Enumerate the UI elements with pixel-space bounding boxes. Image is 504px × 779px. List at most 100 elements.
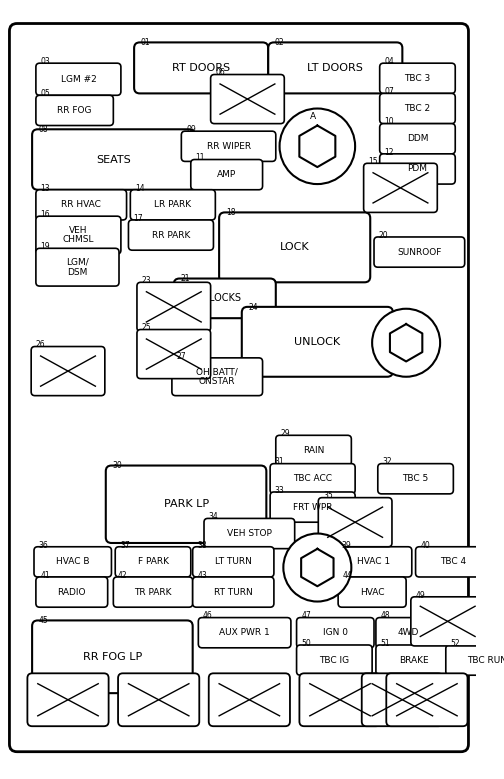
FancyBboxPatch shape [242,307,393,377]
Text: 43: 43 [198,571,207,580]
Text: 02: 02 [275,38,284,47]
Text: RR FOG: RR FOG [57,106,92,115]
Text: TBC ACC: TBC ACC [293,474,332,483]
Text: AMP: AMP [217,170,236,179]
Text: 42: 42 [118,571,128,580]
FancyBboxPatch shape [181,131,276,161]
FancyBboxPatch shape [174,279,276,318]
FancyBboxPatch shape [211,75,284,124]
Text: RADIO: RADIO [57,587,86,597]
FancyBboxPatch shape [362,673,443,726]
Text: 52: 52 [451,639,460,648]
Text: RAIN: RAIN [303,446,324,455]
Text: 45: 45 [39,616,48,626]
Text: DDM: DDM [407,134,428,143]
FancyBboxPatch shape [137,330,211,379]
Text: 32: 32 [383,457,392,467]
FancyBboxPatch shape [376,645,452,675]
Text: 35: 35 [323,492,333,500]
Text: VEH
CHMSL: VEH CHMSL [62,226,94,245]
Text: TBC RUN: TBC RUN [467,656,504,664]
Text: LT TURN: LT TURN [215,557,251,566]
Text: 07: 07 [385,87,394,97]
FancyBboxPatch shape [270,492,355,522]
Text: HVAC: HVAC [360,587,385,597]
Text: TBC 5: TBC 5 [403,474,429,483]
Text: 03: 03 [41,57,50,66]
Text: 13: 13 [41,184,50,192]
Text: 37: 37 [120,541,130,550]
Text: 30: 30 [112,461,122,471]
Text: BRAKE: BRAKE [399,656,428,664]
Text: OH BATT/
ONSTAR: OH BATT/ ONSTAR [197,368,238,386]
FancyBboxPatch shape [374,237,465,267]
FancyBboxPatch shape [36,577,108,607]
FancyBboxPatch shape [380,93,455,124]
FancyBboxPatch shape [36,63,121,95]
Text: 40: 40 [420,541,430,550]
Text: 38: 38 [198,541,207,550]
FancyBboxPatch shape [113,577,193,607]
FancyBboxPatch shape [209,673,290,726]
Text: HVAC B: HVAC B [56,557,90,566]
FancyBboxPatch shape [380,63,455,93]
Circle shape [280,108,355,184]
Text: RR HVAC: RR HVAC [61,200,101,210]
FancyBboxPatch shape [137,282,211,331]
FancyBboxPatch shape [276,435,351,466]
Text: 25: 25 [142,323,151,333]
Text: 21: 21 [180,274,190,284]
FancyBboxPatch shape [338,577,406,607]
Text: 14: 14 [135,184,145,192]
Text: 51: 51 [381,639,390,648]
FancyBboxPatch shape [299,673,381,726]
Circle shape [283,534,351,601]
FancyBboxPatch shape [378,464,454,494]
FancyBboxPatch shape [296,618,374,648]
FancyBboxPatch shape [36,249,119,286]
FancyBboxPatch shape [199,618,291,648]
Text: 11: 11 [196,153,205,162]
Text: 10: 10 [385,118,394,126]
Text: 23: 23 [142,276,151,285]
FancyBboxPatch shape [191,160,263,190]
FancyBboxPatch shape [34,547,111,577]
Circle shape [372,308,440,377]
FancyBboxPatch shape [319,498,392,547]
FancyBboxPatch shape [376,618,440,648]
Text: LOCKS: LOCKS [209,294,241,303]
Text: AUX PWR 1: AUX PWR 1 [219,628,270,637]
Text: UNLOCK: UNLOCK [294,337,340,347]
FancyBboxPatch shape [193,547,274,577]
Text: 39: 39 [341,541,351,550]
Text: 31: 31 [275,457,284,467]
Text: 05: 05 [41,89,50,98]
Text: FRT WPR: FRT WPR [293,502,332,512]
Text: TBC IG: TBC IG [320,656,349,664]
Text: 06: 06 [215,69,225,77]
FancyBboxPatch shape [36,95,113,125]
FancyBboxPatch shape [380,153,455,184]
Text: TBC 3: TBC 3 [404,74,430,83]
Text: 44: 44 [343,571,353,580]
FancyBboxPatch shape [118,673,199,726]
Text: 12: 12 [385,148,394,157]
Text: 50: 50 [301,639,311,648]
FancyBboxPatch shape [32,129,195,190]
FancyBboxPatch shape [386,673,468,726]
Text: A: A [310,111,316,121]
Text: 46: 46 [203,612,213,620]
Text: 49: 49 [416,590,425,600]
Text: 17: 17 [133,213,143,223]
FancyBboxPatch shape [32,620,193,693]
Text: 29: 29 [281,429,290,438]
FancyBboxPatch shape [204,518,295,548]
FancyBboxPatch shape [172,358,263,396]
Text: 09: 09 [186,125,196,134]
Text: 34: 34 [209,513,218,521]
FancyBboxPatch shape [129,220,214,250]
Text: 24: 24 [248,302,258,312]
Text: RR PARK: RR PARK [152,231,190,240]
Text: SUNROOF: SUNROOF [397,248,442,256]
Text: 41: 41 [41,571,50,580]
